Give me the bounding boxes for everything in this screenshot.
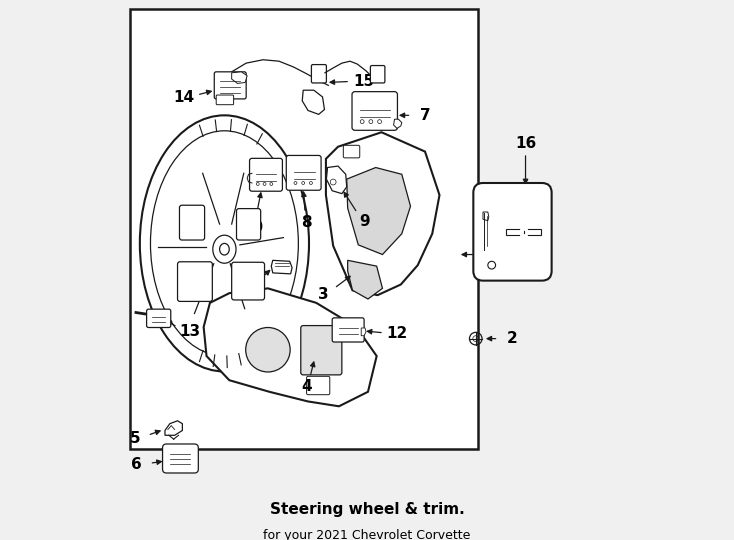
- FancyBboxPatch shape: [250, 158, 283, 191]
- Ellipse shape: [219, 244, 229, 255]
- Text: 3: 3: [318, 287, 329, 302]
- FancyBboxPatch shape: [286, 156, 321, 190]
- Polygon shape: [348, 260, 382, 299]
- Text: Steering wheel & trim.: Steering wheel & trim.: [269, 502, 465, 517]
- Polygon shape: [393, 119, 401, 129]
- Ellipse shape: [213, 235, 236, 263]
- Text: 11: 11: [240, 278, 261, 293]
- Bar: [506, 229, 541, 235]
- Ellipse shape: [150, 131, 298, 356]
- Text: 15: 15: [353, 73, 374, 89]
- FancyBboxPatch shape: [473, 183, 552, 281]
- FancyBboxPatch shape: [232, 262, 264, 300]
- FancyBboxPatch shape: [178, 262, 212, 301]
- FancyBboxPatch shape: [217, 95, 233, 105]
- Text: 4: 4: [302, 379, 312, 394]
- Text: 8: 8: [301, 215, 311, 230]
- Polygon shape: [165, 421, 182, 435]
- Polygon shape: [326, 132, 440, 295]
- FancyBboxPatch shape: [344, 145, 360, 158]
- Text: 12: 12: [387, 326, 408, 341]
- Polygon shape: [302, 90, 324, 114]
- Polygon shape: [346, 167, 410, 254]
- FancyBboxPatch shape: [333, 318, 364, 342]
- Text: 13: 13: [179, 324, 200, 339]
- Polygon shape: [232, 72, 247, 84]
- FancyBboxPatch shape: [162, 444, 198, 473]
- Ellipse shape: [246, 328, 290, 372]
- Text: 14: 14: [173, 90, 195, 105]
- FancyBboxPatch shape: [307, 376, 330, 395]
- Text: for your 2021 Chevrolet Corvette: for your 2021 Chevrolet Corvette: [264, 529, 470, 540]
- FancyBboxPatch shape: [130, 9, 478, 449]
- Text: 6: 6: [131, 457, 142, 472]
- FancyBboxPatch shape: [236, 208, 261, 240]
- FancyBboxPatch shape: [147, 309, 171, 328]
- Text: 1: 1: [490, 247, 501, 262]
- Polygon shape: [483, 212, 489, 221]
- Text: 7: 7: [420, 108, 430, 123]
- Text: 9: 9: [360, 214, 370, 228]
- FancyBboxPatch shape: [311, 65, 327, 83]
- FancyBboxPatch shape: [352, 92, 397, 130]
- FancyBboxPatch shape: [371, 65, 385, 83]
- FancyBboxPatch shape: [301, 326, 342, 375]
- Polygon shape: [327, 166, 346, 194]
- Text: 16: 16: [515, 136, 536, 151]
- FancyBboxPatch shape: [214, 72, 246, 99]
- Polygon shape: [361, 328, 366, 336]
- Ellipse shape: [140, 116, 309, 372]
- Polygon shape: [272, 260, 292, 274]
- Text: 2: 2: [506, 331, 517, 346]
- Text: 5: 5: [129, 431, 140, 446]
- FancyBboxPatch shape: [180, 205, 205, 240]
- Polygon shape: [203, 288, 377, 406]
- Text: 10: 10: [243, 220, 264, 235]
